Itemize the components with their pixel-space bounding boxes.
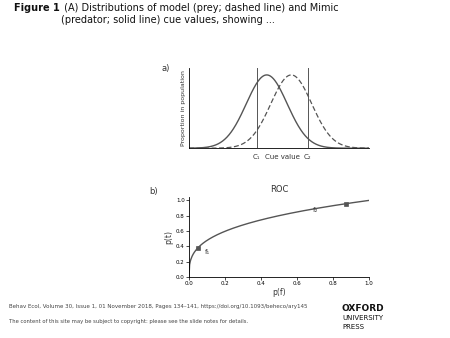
Text: C₂: C₂	[304, 154, 311, 160]
Y-axis label: Proportion in population: Proportion in population	[181, 70, 186, 146]
Text: f₁: f₁	[205, 249, 211, 255]
Text: a): a)	[162, 64, 171, 73]
Text: b): b)	[149, 187, 158, 196]
Text: f₂: f₂	[313, 207, 319, 213]
Text: (A) Distributions of model (prey; dashed line) and Mimic
(predator; solid line) : (A) Distributions of model (prey; dashed…	[61, 3, 338, 25]
X-axis label: p(f): p(f)	[272, 288, 286, 297]
Text: The content of this site may be subject to copyright: please see the slide notes: The content of this site may be subject …	[9, 319, 248, 324]
Text: C₁: C₁	[253, 154, 260, 160]
Text: Figure 1: Figure 1	[14, 3, 59, 13]
Text: Cue value: Cue value	[265, 154, 300, 160]
Title: ROC: ROC	[270, 186, 288, 194]
Text: OXFORD: OXFORD	[342, 304, 385, 313]
Text: PRESS: PRESS	[342, 324, 364, 330]
Text: UNIVERSITY: UNIVERSITY	[342, 315, 383, 321]
Text: Behav Ecol, Volume 30, Issue 1, 01 November 2018, Pages 134–141, https://doi.org: Behav Ecol, Volume 30, Issue 1, 01 Novem…	[9, 304, 307, 309]
Y-axis label: p(t): p(t)	[164, 230, 173, 244]
